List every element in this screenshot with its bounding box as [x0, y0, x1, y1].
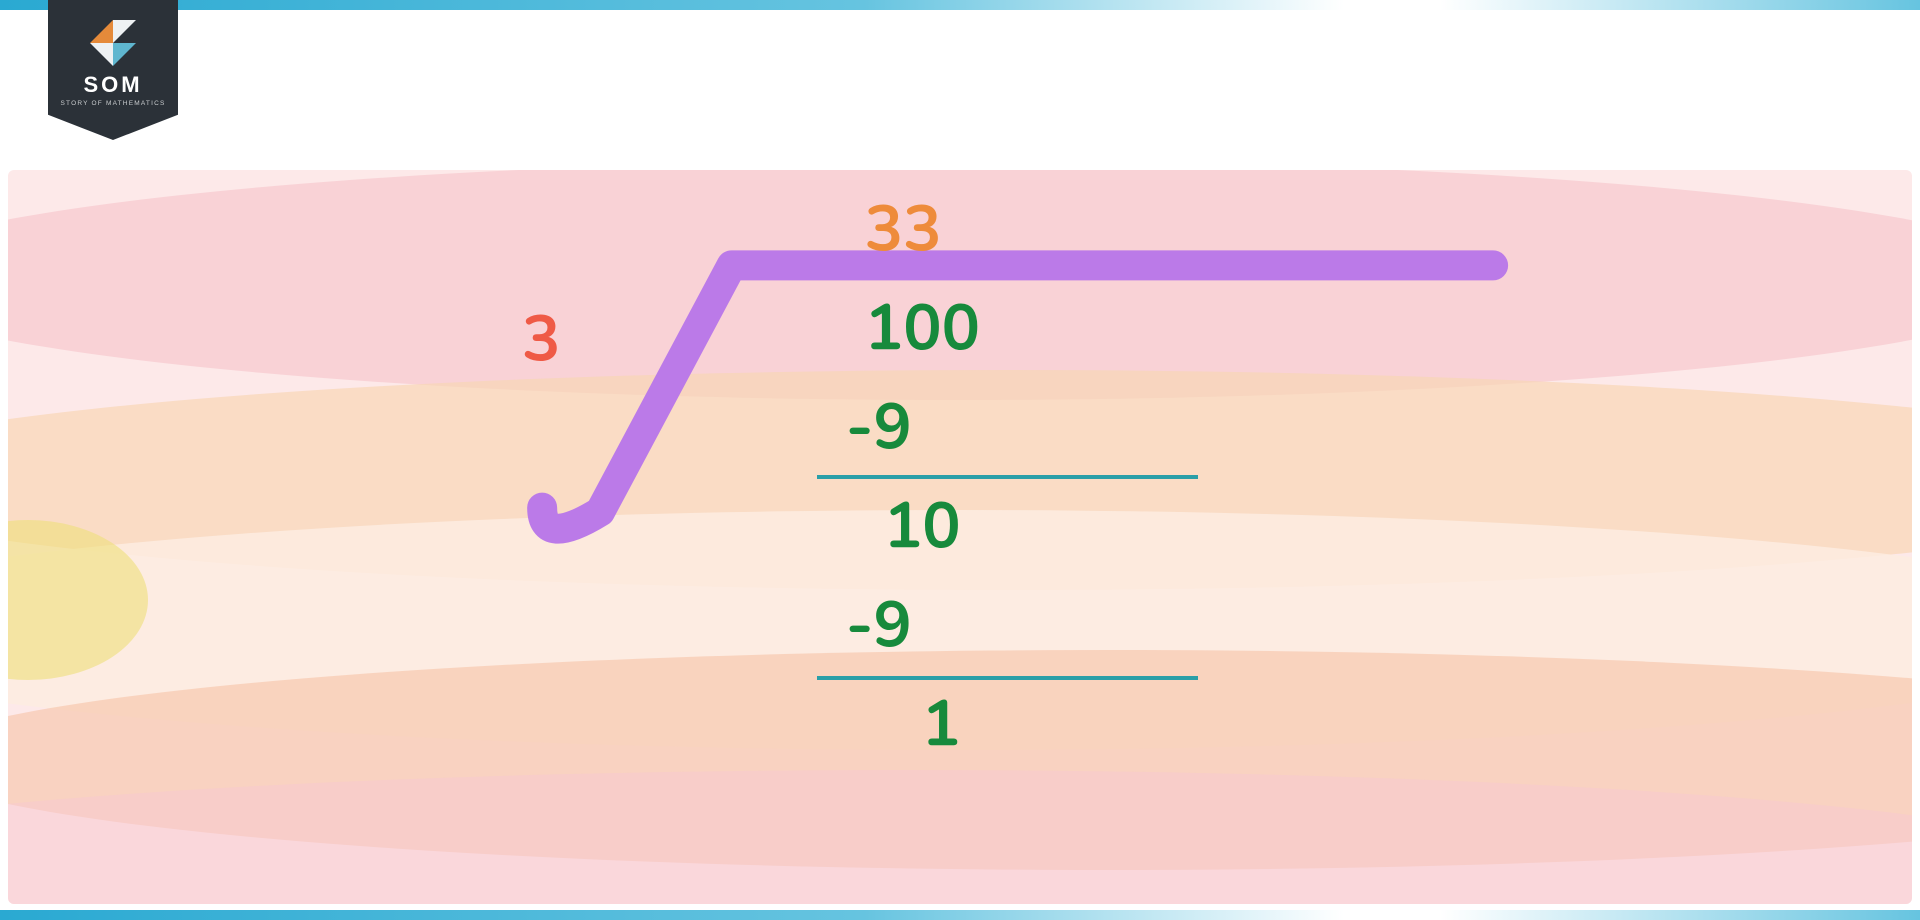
- top-accent-bar: [0, 0, 1920, 10]
- brand-badge: SOM STORY OF MATHEMATICS: [48, 0, 178, 140]
- bottom-bar-gradient: [0, 910, 1920, 920]
- step1-rule: [817, 475, 1198, 479]
- mark-tr: [113, 20, 136, 43]
- step2-subtract: -9: [846, 581, 912, 669]
- mark-tl: [90, 20, 113, 43]
- dividend-value: 100: [865, 284, 980, 372]
- brand-name: SOM: [83, 74, 142, 96]
- figure-canvas: 33 3 100 -9 10 -9 1: [8, 170, 1912, 904]
- mark-br: [113, 43, 136, 66]
- top-bar-gradient: [0, 0, 1920, 10]
- step1-result: 10: [884, 482, 961, 570]
- divisor-value: 3: [522, 295, 560, 383]
- step1-subtract: -9: [846, 383, 912, 471]
- long-division-diagram: 33 3 100 -9 10 -9 1: [8, 170, 1912, 904]
- step2-rule: [817, 676, 1198, 680]
- brand-mark-icon: [90, 20, 136, 66]
- quotient-value: 33: [865, 185, 942, 273]
- brand-tagline: STORY OF MATHEMATICS: [60, 100, 165, 107]
- mark-bl: [90, 43, 113, 66]
- bottom-accent-bar: [0, 910, 1920, 920]
- step2-result: 1: [922, 680, 960, 768]
